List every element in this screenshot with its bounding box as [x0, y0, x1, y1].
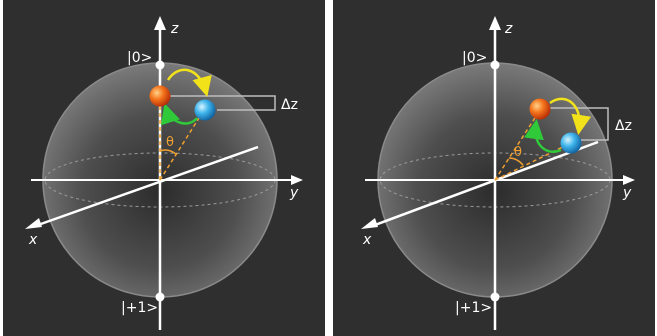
x-axis-label: x — [28, 232, 38, 248]
z-axis-arrowhead — [489, 16, 501, 30]
y-axis-arrowhead — [291, 175, 303, 185]
z-axis-label: z — [170, 21, 179, 37]
ket-zero-label: |0> — [462, 50, 487, 66]
ket-one-label: |+1> — [121, 300, 158, 316]
precession-arrow-yellow — [166, 68, 212, 97]
x-axis-arrowhead — [25, 218, 42, 229]
spin-ball-orange — [529, 98, 551, 120]
x-axis-line — [374, 140, 599, 227]
delta-z-bracket — [548, 107, 609, 141]
spin-ball-orange — [149, 85, 171, 107]
spin-ball-blue — [560, 132, 582, 154]
bloch-sphere-panel-right: z y x |0> |+1> θ Δz — [333, 0, 655, 336]
delta-z-label: Δz — [281, 97, 298, 113]
x-axis-line — [37, 145, 259, 227]
bloch-sphere-panel-left: z y x |0> |+1> θ Δz — [3, 0, 325, 336]
ket-one-point — [155, 292, 165, 302]
y-axis-label: y — [622, 185, 632, 201]
bloch-sphere-diagram-right: z y x |0> |+1> θ Δz — [361, 16, 635, 330]
cone-line-blue — [494, 142, 572, 181]
spin-ball-blue — [194, 99, 216, 121]
x-axis-arrowhead — [361, 218, 378, 229]
theta-label: θ — [166, 135, 174, 150]
y-axis-arrowhead — [623, 175, 635, 185]
ket-zero-point — [155, 60, 165, 70]
precession-arrow-green — [160, 103, 198, 126]
delta-z-label: Δz — [615, 118, 632, 134]
theta-angle-arc — [159, 149, 177, 155]
ket-one-label: |+1> — [455, 300, 492, 316]
bloch-sphere-diagram-left: z y x |0> |+1> θ Δz — [25, 16, 303, 330]
precession-arrow-yellow — [549, 97, 592, 135]
z-axis-label: z — [504, 21, 513, 37]
x-axis-label: x — [362, 232, 372, 248]
precession-arrow-green — [524, 119, 562, 153]
z-axis-arrowhead — [154, 16, 166, 30]
ket-zero-label: |0> — [127, 50, 152, 66]
theta-angle-arc — [508, 157, 524, 166]
ket-zero-point — [490, 60, 500, 70]
ket-one-point — [490, 292, 500, 302]
theta-label: θ — [514, 145, 522, 160]
delta-z-bracket — [169, 95, 276, 111]
y-axis-label: y — [289, 185, 299, 201]
